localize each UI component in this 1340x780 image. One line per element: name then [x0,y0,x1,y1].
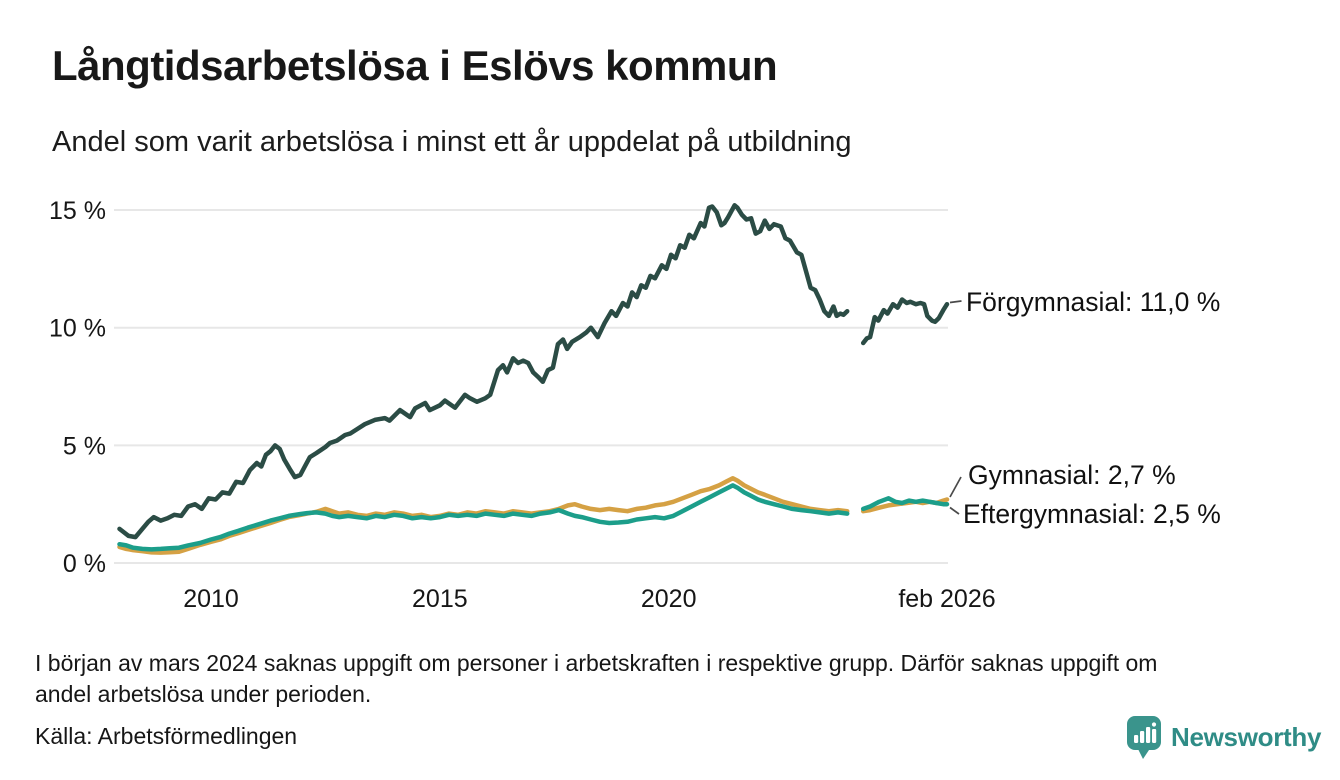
page-title: Långtidsarbetslösa i Eslövs kommun [52,42,778,89]
y-tick-label: 15 % [49,197,106,225]
footnote-line-2: andel arbetslösa under perioden. [35,681,372,707]
y-tick-label: 0 % [63,550,106,578]
newsworthy-bar-chart-icon [1127,716,1161,759]
x-tick-label: 2015 [412,585,468,613]
series-line-forgymnasial [860,297,950,346]
x-tick-label: 2020 [641,585,697,613]
chart-footnote: I början av mars 2024 saknas uppgift om … [35,648,1157,710]
line-chart: 0 % 5 % 10 % 15 % 2010 2015 2020 feb 2026 Förgym… [49,197,1221,613]
source-note: Källa: Arbetsförmedlingen [35,723,298,749]
x-tick-label: feb 2026 [898,585,995,613]
x-tick-label: 2010 [183,585,239,613]
series-end-label-gymnasial: Gymnasial: 2,7 % [968,460,1176,490]
series-line-forgymnasial [117,203,850,540]
y-tick-label: 5 % [63,432,106,460]
page-subtitle: Andel som varit arbetslösa i minst ett å… [52,126,852,158]
series-line-eftergymnasial [860,496,950,512]
leader-line-gymnasial [949,476,962,498]
newsworthy-logo: Newsworthy [1126,715,1321,760]
series-end-label-eftergymnasial: Eftergymnasial: 2,5 % [963,499,1221,529]
leader-line-forgymnasial [949,300,962,304]
newsworthy-logo-text: Newsworthy [1171,722,1322,752]
series-end-label-forgymnasial: Förgymnasial: 11,0 % [966,287,1220,317]
leader-line-eftergymnasial [949,506,960,515]
y-tick-label: 10 % [49,315,106,343]
footnote-line-1: I början av mars 2024 saknas uppgift om … [35,650,1158,676]
series-line-eftergymnasial [117,483,850,552]
